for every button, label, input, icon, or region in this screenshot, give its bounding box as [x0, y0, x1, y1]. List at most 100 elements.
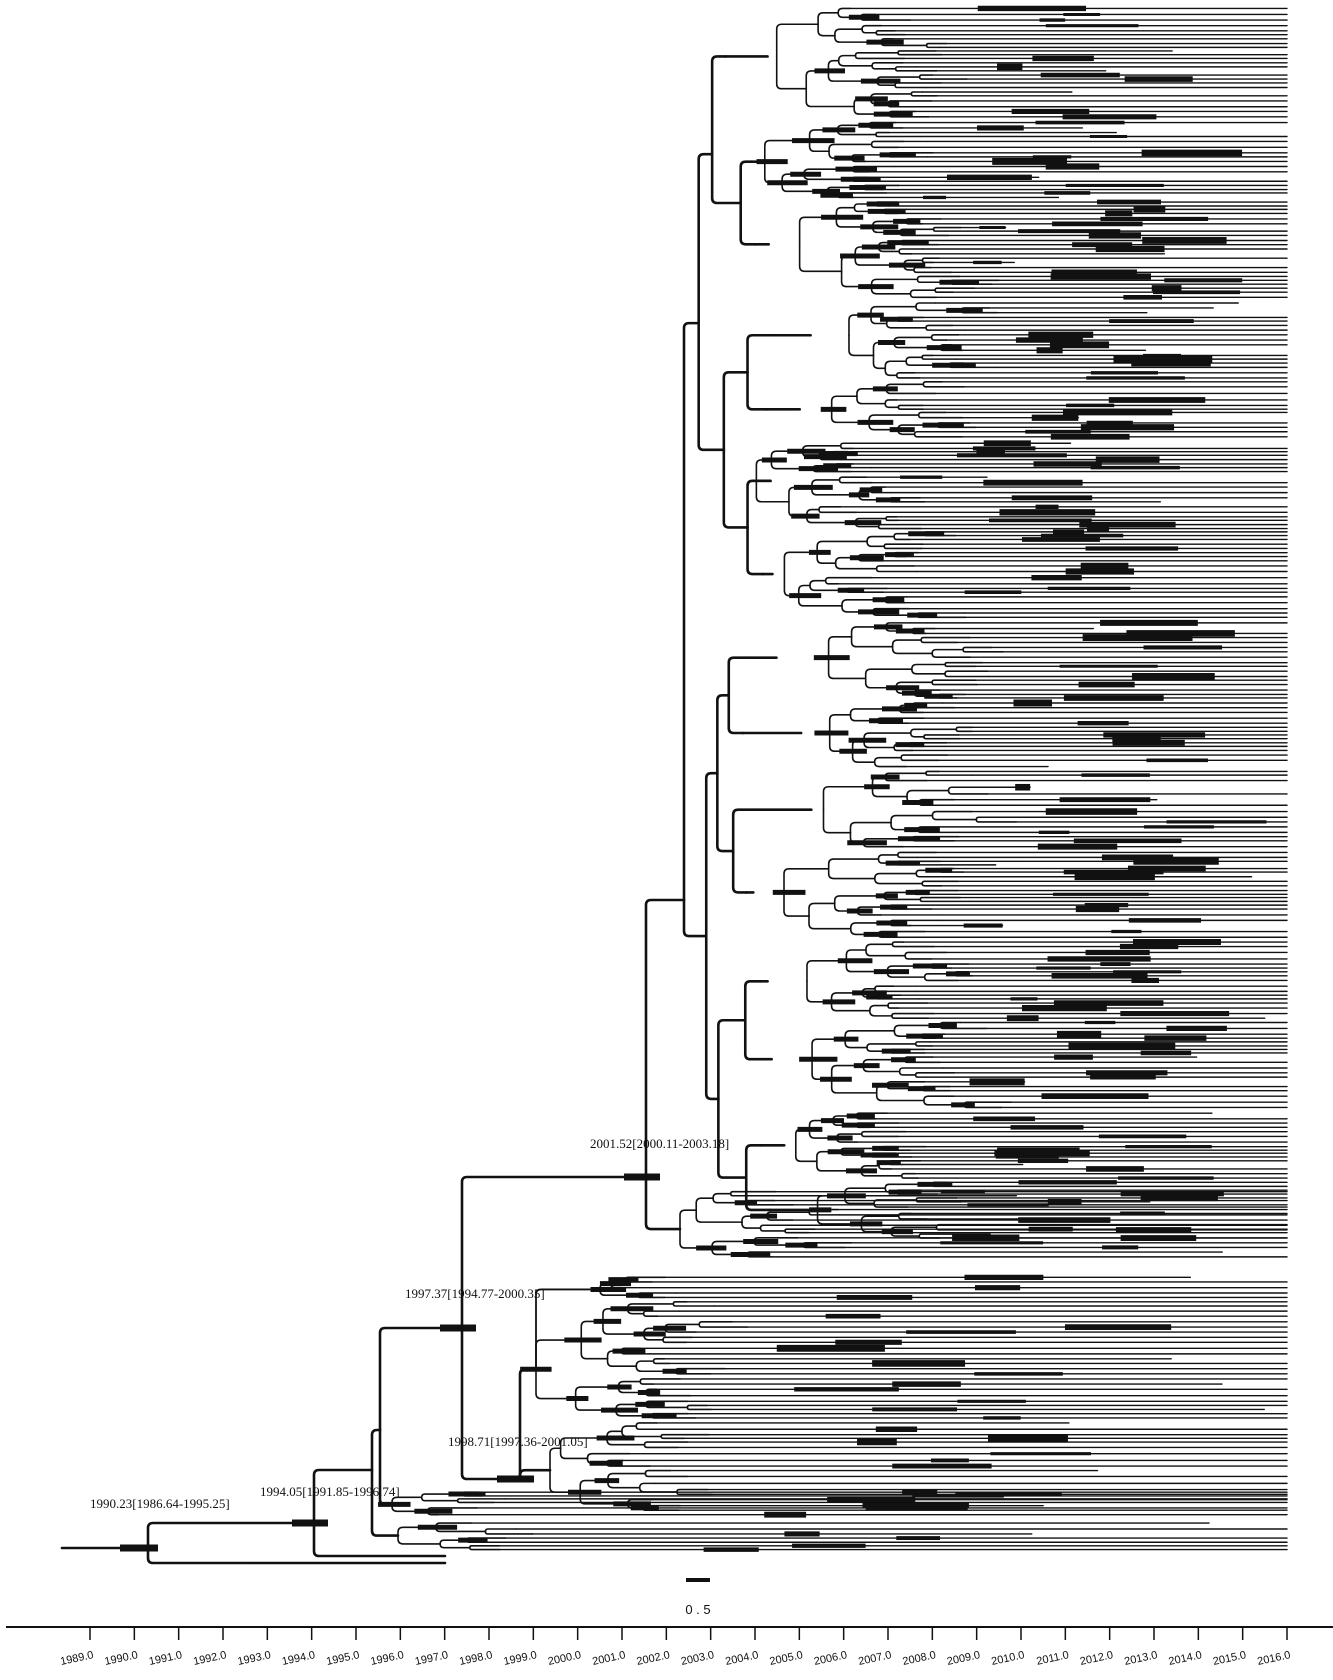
tree-branch — [716, 694, 731, 775]
tree-branch — [727, 694, 745, 735]
tree-branch — [895, 374, 921, 379]
tree-branch — [816, 551, 837, 565]
tree-branch — [580, 1339, 609, 1360]
tree-branch — [783, 891, 810, 917]
tree-branch — [763, 160, 783, 184]
tree-branch — [635, 1360, 655, 1367]
tree-branch — [874, 985, 895, 990]
tree-branch — [931, 679, 977, 684]
tree-branch — [850, 626, 887, 638]
axis-tick-label: 2015.0 — [1212, 1649, 1247, 1668]
tree-branch — [913, 433, 963, 438]
tree-branch — [931, 814, 978, 821]
tree-branch — [468, 1546, 501, 1551]
tree-branch — [580, 1320, 604, 1341]
tree-branch — [861, 28, 878, 34]
tree-branch — [891, 645, 933, 655]
tree-branch — [920, 636, 971, 641]
tree-branch — [837, 54, 857, 62]
axis-tick-label: 2008.0 — [902, 1649, 937, 1668]
tree-branch — [816, 540, 868, 554]
axis-tick-label: 2011.0 — [1035, 1649, 1070, 1668]
tree-branch — [864, 677, 897, 689]
tree-branch — [660, 1433, 710, 1438]
tree-branch — [864, 668, 913, 680]
tree-branch — [827, 70, 878, 82]
tree-branch — [834, 28, 863, 37]
tree-branch — [873, 756, 902, 763]
tree-branch — [900, 756, 940, 762]
tree-branch — [743, 980, 763, 1022]
tree-branch — [868, 1004, 889, 1012]
tree-branch — [621, 1425, 638, 1433]
tree-branch — [845, 959, 889, 973]
tree-branch — [840, 255, 857, 273]
tree-branch — [484, 1528, 517, 1533]
tree-branch — [975, 816, 1018, 821]
tree-branch — [914, 1074, 927, 1078]
tree-branch — [312, 1468, 374, 1525]
axis-tick-label: 2005.0 — [769, 1649, 804, 1668]
tree-branch — [830, 1078, 878, 1094]
tree-branch — [822, 785, 874, 811]
axis-tick-label: 1994.0 — [281, 1649, 316, 1668]
tree-branch — [845, 949, 867, 962]
tree-branch — [962, 648, 1004, 653]
tree-branch — [893, 535, 911, 541]
tree-branch — [921, 257, 941, 262]
tree-branch — [697, 152, 714, 325]
tree-branch — [909, 292, 938, 299]
tree-branch — [915, 1197, 958, 1201]
tree-branch — [885, 318, 898, 325]
tree-branch — [913, 266, 932, 271]
tree-branch — [905, 356, 923, 363]
tree-branch — [854, 54, 905, 60]
tree-branch — [808, 129, 839, 142]
tree-branch — [877, 523, 922, 528]
tree-branch — [808, 915, 852, 930]
tree-branch — [861, 24, 883, 31]
tree-branch — [644, 1472, 688, 1478]
tree-branch — [830, 992, 864, 1003]
tree-branch — [652, 1358, 666, 1362]
tree-branch — [312, 1521, 447, 1558]
tree-branch — [932, 228, 947, 232]
tree-branch — [704, 934, 720, 1101]
tree-branch — [921, 356, 956, 360]
tree-branch — [397, 1534, 441, 1545]
tree-branch — [783, 551, 818, 575]
tree-branch — [535, 1288, 601, 1371]
tree-branch — [900, 1172, 916, 1177]
tree-branch — [839, 442, 876, 447]
tree-branch — [921, 259, 934, 264]
node-label-n1997: 1997.37[1994.77-2000.35] — [405, 1286, 545, 1301]
tree-branch — [916, 275, 961, 281]
tree-branch — [875, 565, 915, 570]
tree-branch — [875, 133, 921, 138]
tree-branch — [849, 708, 901, 716]
tree-branch — [837, 59, 873, 67]
tree-branch — [913, 430, 958, 436]
tree-branch — [853, 105, 891, 115]
tree-branch — [866, 1043, 917, 1049]
tree-branch — [898, 250, 913, 255]
tree-branch — [460, 1175, 648, 1330]
tree-branch — [722, 370, 749, 452]
tree-branch — [870, 140, 905, 146]
tree-branch — [827, 59, 840, 72]
tree-branch — [891, 639, 922, 648]
tree-branch — [788, 486, 813, 503]
tree-branch — [816, 1150, 842, 1163]
tree-branch — [884, 367, 898, 377]
tree-branch — [947, 789, 989, 795]
tree-branch — [746, 526, 765, 576]
tree-branch — [672, 1303, 716, 1307]
tree-branches — [60, 5, 1288, 1565]
tree-branch — [923, 976, 959, 982]
tree-branch — [925, 770, 940, 775]
tree-branch — [873, 877, 923, 885]
tree-branch — [934, 287, 976, 291]
tree-branch — [918, 76, 968, 80]
tree-branch — [885, 516, 898, 520]
tree-branch — [925, 324, 954, 329]
